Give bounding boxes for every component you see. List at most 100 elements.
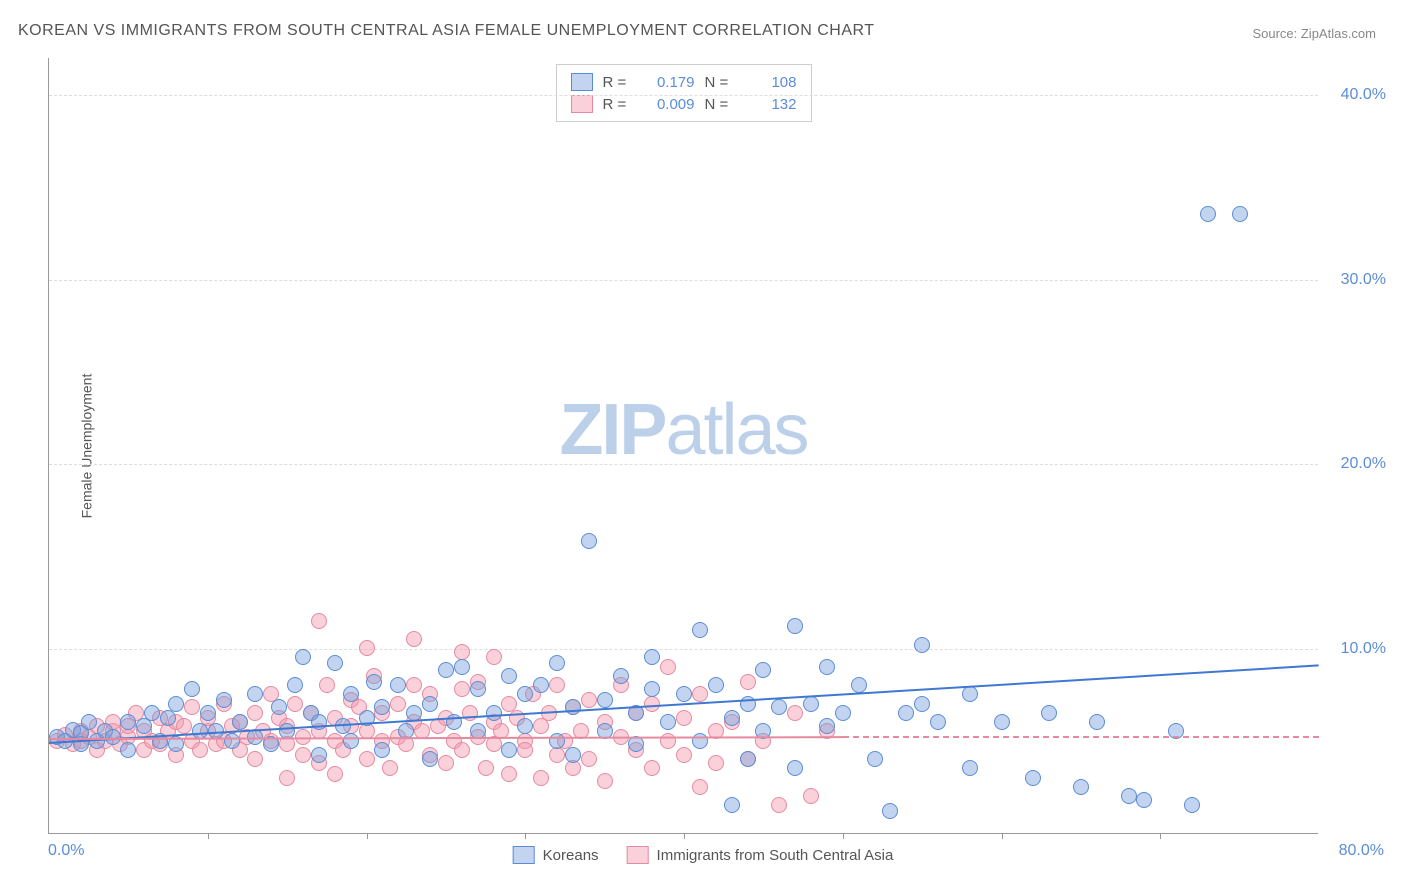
scatter-point-series-b (549, 677, 565, 693)
series-legend: Koreans Immigrants from South Central Asi… (513, 846, 894, 864)
scatter-point-series-a (581, 533, 597, 549)
scatter-point-series-b (478, 760, 494, 776)
gridline (49, 280, 1318, 281)
watermark-bold: ZIP (559, 390, 665, 470)
source-prefix: Source: (1252, 26, 1300, 41)
scatter-point-series-b (295, 747, 311, 763)
scatter-point-series-a (724, 797, 740, 813)
scatter-point-series-b (644, 760, 660, 776)
legend-swatch (571, 95, 593, 113)
trend-line-series-b-dashed (843, 736, 1319, 738)
scatter-point-series-a (835, 705, 851, 721)
scatter-point-series-a (1136, 792, 1152, 808)
scatter-point-series-a (819, 659, 835, 675)
scatter-point-series-a (898, 705, 914, 721)
scatter-point-series-a (787, 618, 803, 634)
scatter-point-series-b (740, 674, 756, 690)
legend-item: Koreans (513, 846, 599, 864)
scatter-point-series-a (882, 803, 898, 819)
scatter-point-series-a (1232, 206, 1248, 222)
stats-value: 0.009 (639, 96, 695, 113)
scatter-point-series-a (1089, 714, 1105, 730)
scatter-point-series-b (660, 733, 676, 749)
scatter-point-series-a (692, 622, 708, 638)
scatter-point-series-b (454, 742, 470, 758)
scatter-point-series-b (771, 797, 787, 813)
scatter-point-series-a (962, 686, 978, 702)
scatter-point-series-a (628, 736, 644, 752)
y-tick-label: 40.0% (1341, 86, 1386, 104)
scatter-point-series-a (343, 733, 359, 749)
scatter-point-series-a (184, 681, 200, 697)
scatter-point-series-a (216, 692, 232, 708)
scatter-point-series-a (120, 742, 136, 758)
scatter-point-series-b (359, 640, 375, 656)
scatter-point-series-a (271, 699, 287, 715)
stats-label: N = (705, 74, 731, 91)
scatter-point-series-b (597, 773, 613, 789)
scatter-point-series-a (470, 681, 486, 697)
scatter-point-series-a (1025, 770, 1041, 786)
scatter-point-series-a (740, 751, 756, 767)
scatter-point-series-b (803, 788, 819, 804)
y-tick-label: 20.0% (1341, 455, 1386, 473)
y-tick-label: 30.0% (1341, 271, 1386, 289)
scatter-point-series-a (803, 696, 819, 712)
scatter-point-series-a (771, 699, 787, 715)
scatter-point-series-a (120, 714, 136, 730)
plot-area: ZIPatlas R =0.179N =108R =0.009N =132 10… (48, 58, 1318, 834)
scatter-point-series-a (755, 662, 771, 678)
scatter-point-series-a (327, 655, 343, 671)
scatter-point-series-a (81, 714, 97, 730)
scatter-point-series-b (644, 696, 660, 712)
scatter-point-series-a (597, 692, 613, 708)
gridline (49, 95, 1318, 96)
scatter-point-series-b (438, 755, 454, 771)
scatter-point-series-b (454, 681, 470, 697)
stats-legend: R =0.179N =108R =0.009N =132 (556, 64, 812, 122)
scatter-point-series-a (1073, 779, 1089, 795)
scatter-point-series-a (930, 714, 946, 730)
scatter-point-series-b (279, 770, 295, 786)
x-axis-min-label: 0.0% (48, 842, 84, 860)
scatter-point-series-a (549, 655, 565, 671)
trend-line-series-a (49, 664, 1319, 744)
legend-item: Immigrants from South Central Asia (627, 846, 894, 864)
watermark-light: atlas (665, 390, 807, 470)
scatter-point-series-a (549, 733, 565, 749)
scatter-point-series-a (914, 696, 930, 712)
scatter-point-series-a (1184, 797, 1200, 813)
scatter-point-series-a (1121, 788, 1137, 804)
scatter-point-series-b (192, 742, 208, 758)
stats-label: N = (705, 96, 731, 113)
scatter-point-series-a (914, 637, 930, 653)
scatter-point-series-a (366, 674, 382, 690)
scatter-point-series-a (692, 733, 708, 749)
scatter-point-series-a (819, 718, 835, 734)
scatter-point-series-a (676, 686, 692, 702)
scatter-point-series-b (501, 696, 517, 712)
scatter-point-series-b (581, 692, 597, 708)
legend-label: Immigrants from South Central Asia (657, 847, 894, 864)
stats-label: R = (603, 96, 629, 113)
source-name: ZipAtlas.com (1301, 26, 1376, 41)
x-tick (525, 833, 526, 839)
scatter-point-series-b (406, 677, 422, 693)
x-tick (684, 833, 685, 839)
y-tick-label: 10.0% (1341, 640, 1386, 658)
scatter-point-series-a (144, 705, 160, 721)
scatter-point-series-b (692, 779, 708, 795)
x-tick (843, 833, 844, 839)
stats-legend-row: R =0.009N =132 (571, 93, 797, 115)
legend-swatch (627, 846, 649, 864)
scatter-point-series-a (708, 677, 724, 693)
scatter-point-series-b (581, 751, 597, 767)
scatter-point-series-a (565, 747, 581, 763)
gridline (49, 649, 1318, 650)
scatter-point-series-a (374, 742, 390, 758)
scatter-point-series-b (184, 699, 200, 715)
scatter-point-series-a (224, 733, 240, 749)
scatter-point-series-a (660, 714, 676, 730)
scatter-point-series-a (962, 760, 978, 776)
scatter-point-series-a (454, 659, 470, 675)
